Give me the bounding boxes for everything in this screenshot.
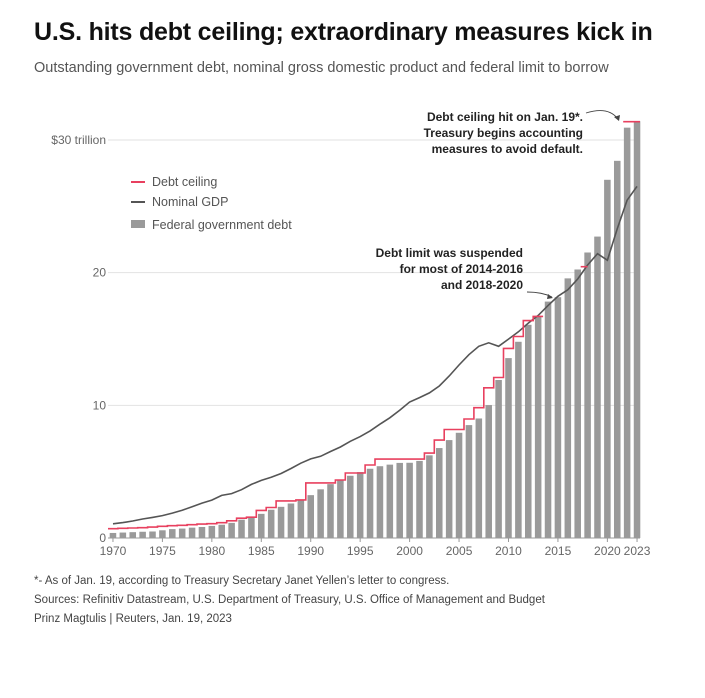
bar-federal-debt (604, 179, 611, 539)
bar-federal-debt (248, 517, 255, 538)
annotation-suspended: Debt limit was suspended (376, 246, 523, 260)
x-tick-label: 1975 (149, 544, 176, 558)
bar-federal-debt (129, 532, 137, 538)
bar-federal-debt (159, 530, 166, 538)
line-debt-ceiling (108, 315, 544, 530)
bar-federal-debt (347, 475, 354, 538)
bar-federal-debt (386, 464, 394, 538)
bar-federal-debt (515, 341, 522, 538)
bar-federal-debt (169, 529, 176, 538)
y-tick-label: 0 (99, 531, 106, 545)
page-title: U.S. hits debt ceiling; extraordinary me… (34, 18, 653, 46)
bar-federal-debt (267, 509, 275, 538)
bar-federal-debt (287, 503, 295, 538)
x-tick-label: 1995 (347, 544, 374, 558)
bar-federal-debt (406, 462, 413, 538)
bar-federal-debt (505, 358, 512, 538)
debt-chart: 0 10 20 $30 trillion 1970 1975 1980 1985 1990 199… (51, 110, 651, 558)
x-tick-label: 1970 (100, 544, 127, 558)
bar-federal-debt (554, 297, 562, 538)
page-subtitle: Outstanding government debt, nominal gro… (34, 60, 609, 76)
x-tick-label: 1985 (248, 544, 275, 558)
x-tick-label: 2020 (594, 544, 621, 558)
legend-label: Federal government debt (152, 218, 292, 232)
sources-note: Sources: Refinitiv Datastream, U.S. Depa… (34, 594, 545, 606)
bar-federal-debt (307, 495, 314, 538)
legend-label: Nominal GDP (152, 195, 228, 209)
annotation-suspended: for most of 2014-2016 (400, 262, 524, 276)
bar-federal-debt (297, 500, 305, 538)
bar-federal-debt (416, 460, 423, 538)
bar-federal-debt (584, 252, 591, 538)
bar-federal-debt (238, 519, 245, 538)
bar-federal-debt (109, 532, 117, 538)
bar-federal-debt (436, 448, 443, 538)
bar-federal-debt (188, 527, 196, 538)
legend-label: Debt ceiling (152, 175, 217, 189)
bar-federal-debt (455, 432, 463, 538)
bar-federal-debt (544, 301, 552, 538)
bar-federal-debt (594, 236, 601, 538)
bar-federal-debt (277, 506, 285, 538)
bar-federal-debt (337, 479, 344, 538)
footnote: *- As of Jan. 19, according to Treasury … (34, 575, 450, 587)
bar-federal-debt (623, 127, 631, 539)
annotation-ceiling-hit: Treasury begins accounting (424, 126, 583, 140)
annotation-suspended: and 2018-2020 (441, 278, 523, 292)
bar-federal-debt (396, 462, 403, 538)
bar-federal-debt (317, 489, 324, 538)
annotation-ceiling-hit: Debt ceiling hit on Jan. 19*. (427, 110, 583, 124)
bar-federal-debt (218, 524, 225, 538)
bar-federal-debt (376, 466, 384, 538)
annotation-arrowhead (614, 115, 620, 121)
x-tick-label: 2010 (495, 544, 522, 558)
x-tick-label: 1980 (198, 544, 225, 558)
y-tick-label: $30 trillion (51, 133, 106, 147)
bar-federal-debt (119, 532, 127, 538)
x-tick-label: 2023 (624, 544, 651, 558)
bar-federal-debt (633, 121, 641, 539)
bar-federal-debt (525, 324, 532, 538)
bar-federal-debt (139, 531, 146, 538)
y-tick-label: 20 (93, 266, 107, 280)
annotation-arrow (585, 110, 619, 120)
annotation-ceiling-hit: measures to avoid default. (432, 142, 583, 156)
bar-federal-debt (465, 425, 473, 538)
bar-federal-debt (613, 160, 621, 538)
bar-federal-debt (366, 468, 374, 538)
bar-federal-debt (534, 315, 542, 538)
x-tick-label: 2000 (396, 544, 423, 558)
x-tick-label: 2005 (446, 544, 473, 558)
bar-federal-debt (178, 528, 186, 538)
x-tick-label: 2015 (545, 544, 572, 558)
bar-federal-debt (258, 513, 265, 538)
bar-federal-debt (228, 522, 235, 538)
bar-federal-debt (495, 379, 502, 538)
bar-federal-debt (208, 525, 216, 538)
bar-federal-debt (475, 418, 483, 538)
bar-federal-debt (198, 526, 206, 538)
x-tick-label: 1990 (297, 544, 324, 558)
bar-federal-debt (356, 472, 364, 538)
bar-federal-debt (485, 405, 492, 538)
bar-federal-debt (445, 440, 453, 538)
y-tick-label: 10 (93, 398, 107, 412)
bar-federal-debt (327, 484, 334, 538)
bar-federal-debt (149, 531, 156, 538)
bar-federal-debt (574, 269, 581, 538)
bar-federal-debt (564, 278, 572, 538)
line-nominal-gdp (112, 185, 638, 525)
legend-swatch-bar (131, 220, 145, 228)
annotation-arrowhead (547, 294, 553, 299)
bar-federal-debt (426, 455, 433, 538)
credit-line: Prinz Magtulis | Reuters, Jan. 19, 2023 (34, 613, 232, 625)
